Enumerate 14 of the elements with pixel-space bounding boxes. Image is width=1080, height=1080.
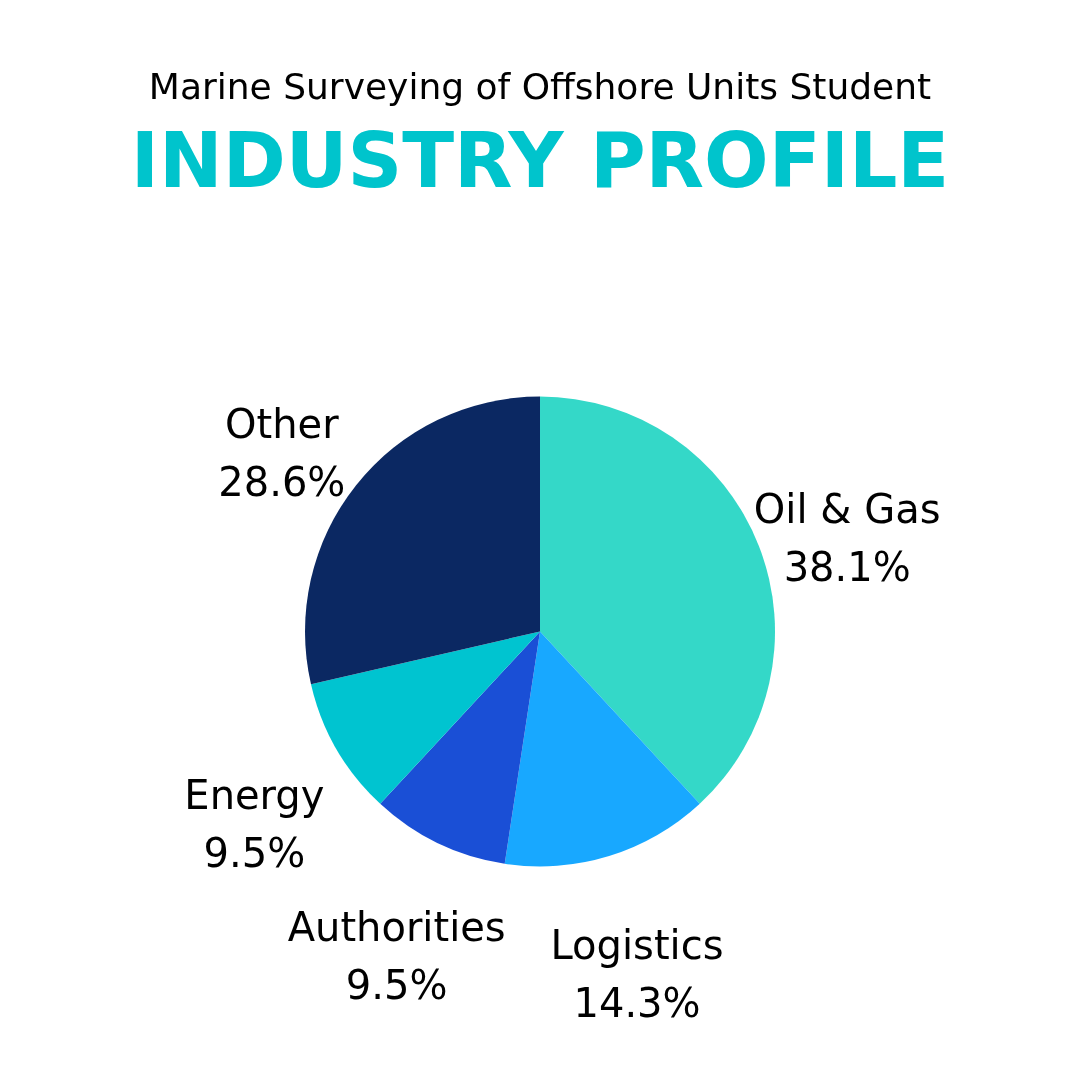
slice-label: Other [225,400,340,447]
data-label: 28.6% [218,458,346,505]
slice-label: Energy [184,771,325,818]
slice-label: Authorities [287,903,506,950]
pie-slice [380,631,540,864]
chart-subtitle: Marine Surveying of Offshore Units Student [148,66,932,107]
data-label: 14.3% [573,979,701,1026]
data-label: 9.5% [345,961,448,1008]
data-label: 9.5% [203,829,306,876]
slice-label: Logistics [550,921,724,968]
slice-label: Oil & Gas [753,485,941,532]
data-label: 38.1% [783,543,911,590]
pie-slice [504,631,700,867]
chart-title: INDUSTRY PROFILE [130,116,950,205]
